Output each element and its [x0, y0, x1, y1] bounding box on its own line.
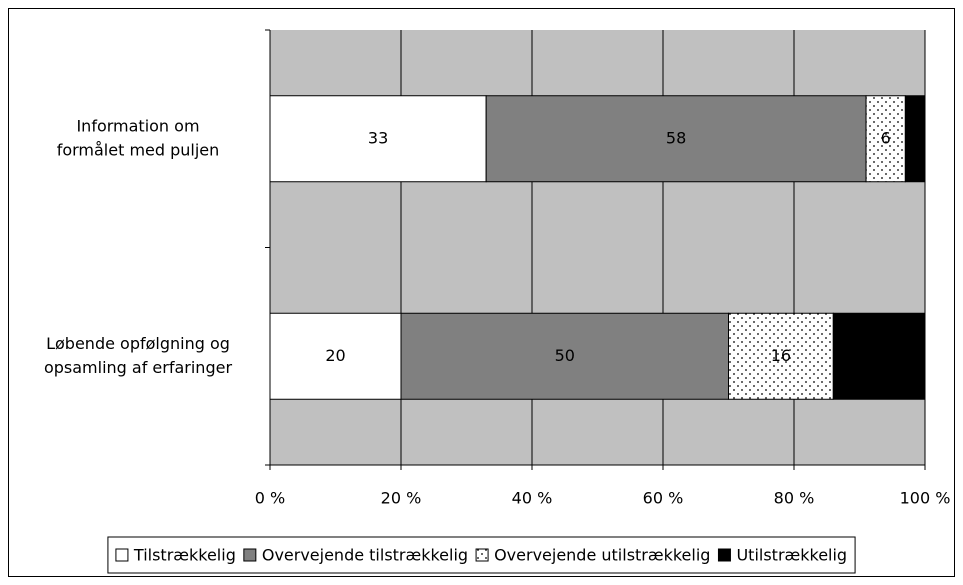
legend-label: Overvejende utilstrækkelig [494, 546, 710, 565]
legend-label: Utilstrækkelig [736, 546, 847, 565]
y-tick-label: Løbende opfølgning og [46, 334, 230, 353]
legend-swatch [115, 548, 129, 562]
legend-label: Tilstrækkelig [133, 546, 236, 565]
x-tick-label: 20 % [381, 489, 422, 508]
data-label: 20 [325, 346, 345, 365]
bar-segment [269, 95, 487, 183]
data-label: 58 [666, 128, 686, 147]
y-tick-label: formålet med puljen [57, 140, 220, 159]
data-label: 50 [555, 346, 575, 365]
bar-segment [269, 312, 402, 400]
legend-swatch [243, 548, 257, 562]
bar-segment [904, 95, 926, 183]
legend-box [107, 536, 856, 574]
legend-swatch [717, 548, 731, 562]
x-tick-label: 100 % [900, 489, 951, 508]
y-tick-label: opsamling af erfaringer [44, 358, 232, 377]
legend-label: Overvejende tilstrækkelig [262, 546, 468, 565]
data-label: 33 [368, 128, 388, 147]
bar-segment [485, 95, 867, 183]
x-tick-label: 40 % [512, 489, 553, 508]
bar-segment [728, 312, 834, 400]
x-tick-label: 80 % [774, 489, 815, 508]
bar-segment [400, 312, 729, 400]
data-label: 14 [869, 346, 889, 365]
x-tick-label: 60 % [643, 489, 684, 508]
data-label: 6 [881, 128, 891, 147]
data-label: 3 [910, 128, 920, 147]
bar-segment [832, 312, 926, 400]
legend-swatch [475, 548, 489, 562]
y-tick-label: Information om [76, 116, 199, 135]
x-tick-label: 0 % [255, 489, 285, 508]
data-label: 16 [771, 346, 791, 365]
